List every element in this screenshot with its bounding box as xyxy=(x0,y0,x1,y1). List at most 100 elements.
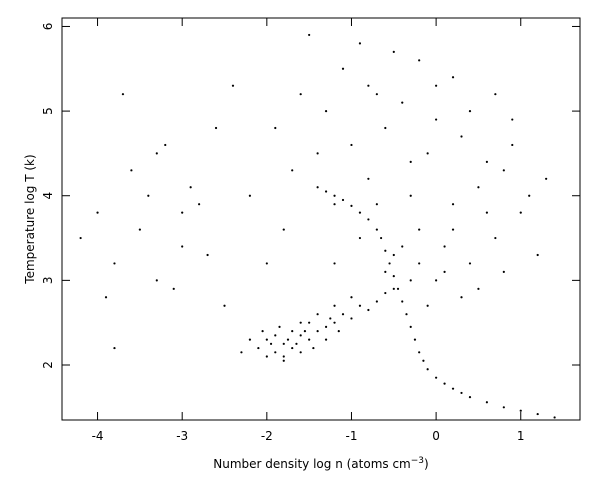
point xyxy=(519,409,522,412)
point xyxy=(451,76,455,79)
point xyxy=(316,313,319,316)
point xyxy=(265,355,268,358)
point xyxy=(113,346,116,350)
point xyxy=(269,342,273,345)
point xyxy=(485,160,488,163)
x-tick-label: -2 xyxy=(261,429,273,443)
point xyxy=(418,262,421,265)
point xyxy=(303,330,307,333)
point xyxy=(401,300,404,303)
x-tick-label: 1 xyxy=(517,429,525,443)
point xyxy=(286,338,290,341)
x-tick-label: -1 xyxy=(345,429,357,443)
point xyxy=(396,287,400,290)
point xyxy=(358,211,362,214)
point xyxy=(528,194,531,197)
point xyxy=(181,211,184,214)
point xyxy=(206,253,209,257)
point xyxy=(308,321,311,324)
point xyxy=(113,262,116,265)
point xyxy=(443,382,446,385)
y-tick-label: 6 xyxy=(41,23,55,31)
point xyxy=(375,300,378,303)
point xyxy=(401,245,404,248)
point xyxy=(79,236,82,240)
point xyxy=(502,169,505,172)
point xyxy=(223,304,226,307)
point xyxy=(468,396,472,399)
point xyxy=(409,194,412,197)
point xyxy=(333,203,336,206)
point xyxy=(341,67,345,70)
point xyxy=(435,84,438,87)
point xyxy=(367,308,370,312)
point xyxy=(291,330,294,333)
point xyxy=(536,412,539,416)
point xyxy=(333,262,336,265)
point xyxy=(172,287,175,290)
point xyxy=(299,321,302,324)
point xyxy=(164,143,167,147)
point xyxy=(511,143,514,147)
point xyxy=(121,93,125,96)
point xyxy=(278,325,281,329)
point xyxy=(451,203,455,206)
point xyxy=(553,416,556,419)
point xyxy=(291,346,294,350)
point xyxy=(274,334,277,337)
point xyxy=(460,391,463,395)
point xyxy=(435,376,438,379)
y-tick-label: 3 xyxy=(41,277,55,285)
point xyxy=(375,203,378,206)
point xyxy=(392,287,395,290)
point xyxy=(282,355,285,358)
point xyxy=(409,325,412,329)
point xyxy=(485,401,488,404)
point xyxy=(308,33,311,37)
point xyxy=(375,228,378,231)
point xyxy=(384,126,387,130)
point xyxy=(333,194,336,197)
point xyxy=(485,211,488,214)
point xyxy=(130,169,133,172)
point xyxy=(341,313,345,316)
point xyxy=(299,93,302,96)
point xyxy=(231,84,235,87)
point xyxy=(358,304,362,307)
point xyxy=(147,194,150,197)
point xyxy=(181,245,184,248)
point xyxy=(274,126,277,130)
x-tick-label: -4 xyxy=(92,429,104,443)
point xyxy=(413,338,417,341)
point xyxy=(104,296,108,299)
point xyxy=(265,262,268,265)
point xyxy=(468,109,472,113)
point xyxy=(240,351,243,354)
point xyxy=(96,211,99,214)
point xyxy=(367,177,370,180)
point xyxy=(316,152,319,155)
point xyxy=(282,342,285,345)
point xyxy=(295,342,298,345)
point xyxy=(477,186,480,189)
point xyxy=(308,338,311,341)
point xyxy=(409,279,412,282)
point xyxy=(248,338,252,341)
point xyxy=(299,351,302,354)
point xyxy=(350,317,353,320)
point xyxy=(367,84,370,87)
point xyxy=(494,236,497,240)
point xyxy=(384,291,387,295)
point xyxy=(545,177,548,180)
x-tick-label: 0 xyxy=(432,429,440,443)
y-tick-label: 5 xyxy=(41,107,55,115)
point xyxy=(341,198,345,202)
point xyxy=(460,296,463,299)
point xyxy=(409,160,412,163)
point xyxy=(265,338,268,341)
point xyxy=(198,203,201,206)
point xyxy=(392,275,395,278)
point xyxy=(261,330,264,333)
point xyxy=(324,338,328,341)
